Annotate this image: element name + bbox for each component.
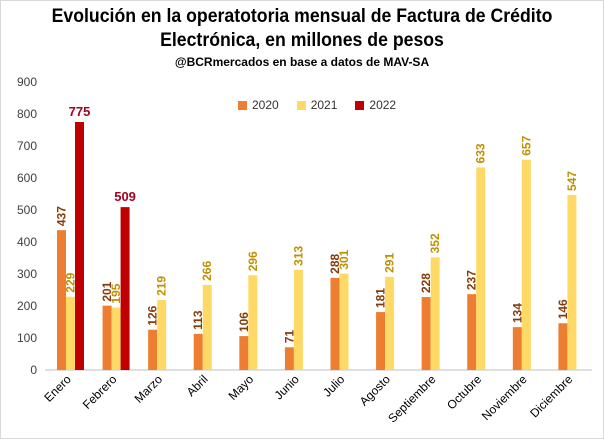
bar-2021-junio	[293, 269, 303, 370]
data-label-2020-julio: 288	[328, 253, 342, 273]
bar-2020-noviembre	[512, 327, 522, 370]
legend: 2020 2021 2022	[238, 98, 396, 112]
bar-2020-agosto	[376, 312, 386, 370]
data-label-2022-febrero: 509	[114, 189, 136, 204]
y-tick-label: 900	[17, 75, 37, 89]
legend-swatch-2022	[355, 100, 365, 110]
data-label-2021-agosto: 291	[383, 253, 397, 273]
chart-title-line2: Electrónica, en millones de pesos	[160, 30, 444, 51]
bar-2020-diciembre	[558, 323, 568, 370]
bar-2021-julio	[339, 273, 349, 370]
bar-2022-febrero	[120, 207, 130, 370]
data-label-2021-febrero: 195	[109, 283, 123, 303]
x-tick-label-julio: Julio	[320, 372, 348, 400]
data-label-2021-abril: 266	[200, 261, 214, 281]
data-label-2020-agosto: 181	[374, 288, 388, 308]
y-tick-label: 600	[17, 171, 37, 185]
y-tick-label: 500	[17, 203, 37, 217]
x-tick-label-marzo: Marzo	[132, 372, 166, 406]
x-tick-label-abril: Abril	[184, 372, 211, 399]
y-tick-label: 800	[17, 107, 37, 121]
chart-title-line1: Evolución en la operatotoria mensual de …	[51, 6, 553, 27]
bar-2020-febrero	[102, 305, 112, 370]
bar-2021-agosto	[385, 276, 395, 370]
data-label-2020-enero: 437	[55, 206, 69, 226]
legend-label-2022: 2022	[369, 98, 397, 112]
x-tick-label-mayo: Mayo	[226, 372, 257, 403]
x-tick-label-febrero: Febrero	[80, 372, 120, 412]
legend-item-2021: 2021	[296, 98, 338, 112]
y-tick-label: 0	[30, 363, 37, 377]
data-label-2020-septiembre: 228	[419, 273, 433, 293]
data-label-2020-noviembre: 134	[510, 303, 524, 323]
data-label-2021-enero: 229	[64, 272, 78, 292]
data-label-2020-marzo: 126	[146, 305, 160, 325]
data-label-2022-enero: 775	[69, 104, 91, 119]
bar-2020-abril	[193, 333, 203, 370]
bar-2020-marzo	[148, 329, 158, 370]
legend-item-2020: 2020	[238, 98, 279, 112]
y-tick-label: 400	[17, 235, 37, 249]
bar-2021-enero	[66, 296, 75, 370]
legend-label-2021: 2021	[310, 98, 338, 112]
legend-item-2022: 2022	[355, 98, 396, 112]
bar-2020-mayo	[239, 336, 249, 370]
data-label-2020-diciembre: 146	[556, 299, 570, 319]
x-tick-label-septiembre: Septiembre	[385, 372, 439, 426]
bar-2021-abril	[202, 284, 212, 370]
x-tick-label-octubre: Octubre	[444, 372, 484, 412]
chart-subtitle: @BCRmercados en base a datos de MAV-SA	[174, 55, 430, 69]
y-tick-label: 200	[17, 299, 37, 313]
legend-swatch-2020	[238, 100, 247, 110]
data-label-2021-diciembre: 547	[565, 171, 579, 191]
bar-2020-enero	[57, 230, 66, 370]
legend-swatch-2021	[296, 100, 306, 110]
data-label-2021-julio: 301	[337, 249, 351, 269]
bar-2021-octubre	[476, 167, 486, 370]
data-label-2020-octubre: 237	[465, 270, 479, 290]
bar-2020-julio	[330, 277, 340, 370]
data-label-2021-junio: 313	[291, 245, 305, 265]
data-label-2020-febrero: 201	[100, 281, 114, 301]
bar-2021-febrero	[111, 307, 121, 370]
x-tick-label-enero: Enero	[41, 372, 74, 405]
x-tick-label-junio: Junio	[272, 372, 302, 402]
y-tick-label: 300	[17, 267, 37, 281]
data-label-2021-marzo: 219	[155, 276, 169, 296]
bar-2020-junio	[284, 347, 294, 370]
bar-2021-marzo	[157, 299, 167, 370]
data-label-2021-octubre: 633	[474, 143, 488, 163]
data-label-2020-mayo: 106	[237, 312, 251, 332]
bar-2021-mayo	[248, 275, 258, 370]
bar-2021-septiembre	[430, 257, 440, 370]
data-label-2020-abril: 113	[191, 310, 205, 330]
data-label-2021-noviembre: 657	[519, 135, 533, 155]
bar-2021-diciembre	[567, 194, 577, 370]
data-label-2021-septiembre: 352	[428, 233, 442, 253]
y-tick-label: 100	[17, 331, 37, 345]
y-tick-label: 700	[17, 139, 37, 153]
bar-2020-septiembre	[421, 297, 431, 370]
legend-label-2020: 2020	[252, 98, 279, 112]
x-tick-label-agosto: Agosto	[357, 372, 394, 409]
bar-2020-octubre	[467, 294, 477, 370]
data-label-2021-mayo: 296	[246, 251, 260, 271]
bar-2021-noviembre	[521, 159, 531, 370]
x-tick-label-noviembre: Noviembre	[479, 372, 530, 423]
x-tick-label-diciembre: Diciembre	[527, 372, 575, 420]
bar-2022-enero	[75, 122, 84, 370]
data-label-2020-junio: 71	[282, 330, 296, 344]
